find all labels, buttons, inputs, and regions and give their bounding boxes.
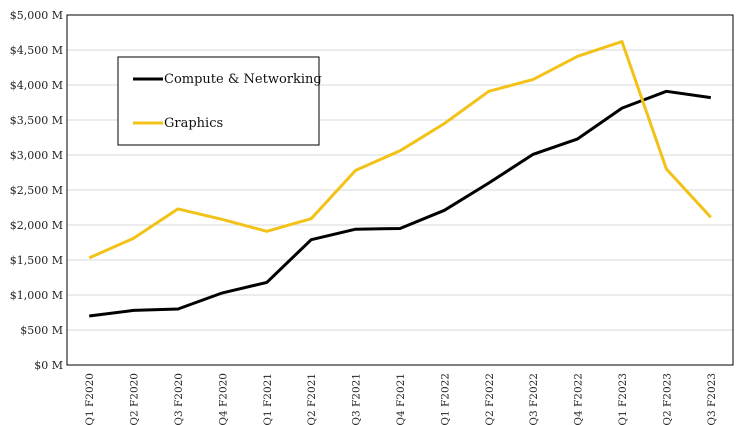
x-tick-label: Q1 F2023 <box>617 373 629 425</box>
x-tick-label: Q3 F2022 <box>528 373 540 425</box>
y-tick-label: $2,500 M <box>10 184 63 197</box>
series-lines <box>88 40 712 318</box>
y-tick-label: $2,000 M <box>10 219 63 232</box>
x-tick-label: Q2 F2022 <box>484 373 496 425</box>
y-tick-label: $1,000 M <box>10 289 63 302</box>
x-tick-label: Q3 F2020 <box>173 373 185 425</box>
x-tick-label: Q2 F2020 <box>129 373 141 425</box>
y-tick-label: $0 M <box>34 359 63 372</box>
series-line-graphics <box>88 40 712 260</box>
x-tick-label: Q1 F2020 <box>84 373 96 425</box>
legend-label-compute-networking: Compute & Networking <box>164 72 322 87</box>
y-axis-labels: $0 M $500 M $1,000 M $1,500 M $2,000 M $2,500… <box>10 9 63 372</box>
x-axis-labels: Q1 F2020 Q2 F2020 Q3 F2020 Q4 F2020 Q1 F2021… <box>84 373 718 425</box>
x-tick-label: Q1 F2021 <box>262 373 274 425</box>
y-tick-label: $500 M <box>20 324 63 337</box>
y-tick-label: $4,000 M <box>10 79 63 92</box>
x-tick-label: Q1 F2022 <box>439 373 451 425</box>
x-tick-label: Q4 F2021 <box>395 373 407 425</box>
y-tick-label: $1,500 M <box>10 254 63 267</box>
x-tick-label: Q4 F2022 <box>573 373 585 425</box>
series-line-compute-networking <box>89 89 712 318</box>
x-tick-label: Q2 F2021 <box>306 373 318 425</box>
legend: Compute & Networking Graphics <box>117 56 322 146</box>
x-tick-label: Q3 F2023 <box>706 373 718 425</box>
x-tick-label: Q4 F2020 <box>217 373 229 425</box>
x-tick-label: Q3 F2021 <box>351 373 363 425</box>
legend-label-graphics: Graphics <box>164 116 223 131</box>
y-tick-label: $3,500 M <box>10 114 63 127</box>
y-tick-label: $3,000 M <box>10 149 63 162</box>
y-tick-label: $5,000 M <box>10 9 63 22</box>
legend-box <box>117 56 320 146</box>
x-tick-label: Q2 F2023 <box>661 373 673 425</box>
y-tick-label: $4,500 M <box>10 44 63 57</box>
plot-area-border <box>66 14 734 366</box>
